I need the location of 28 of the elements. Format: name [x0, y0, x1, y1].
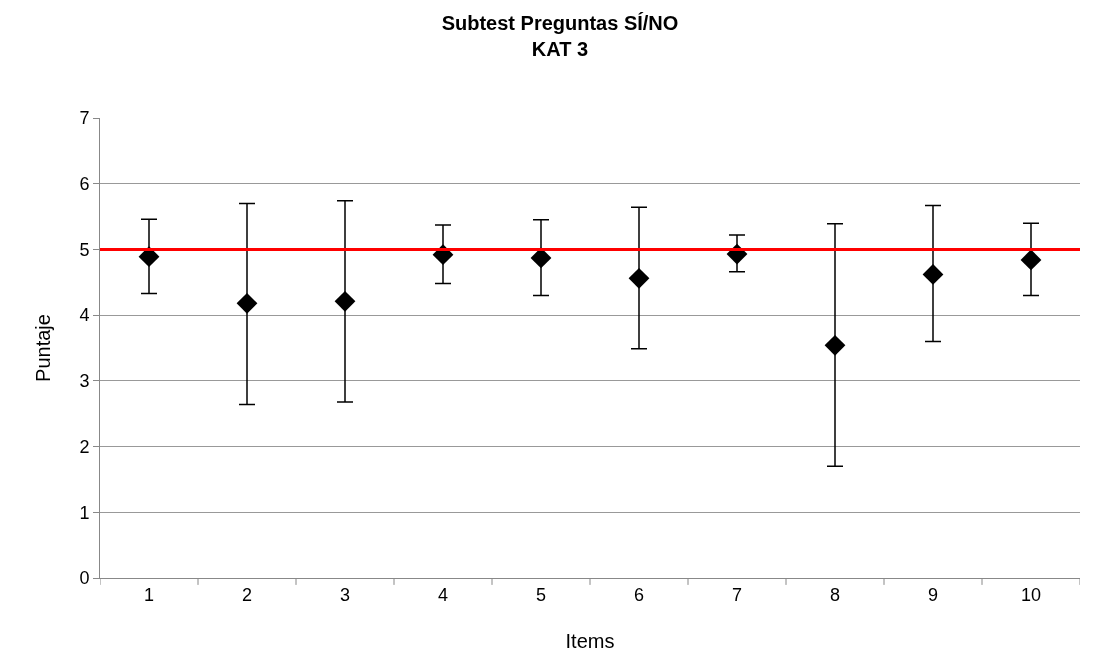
point — [1020, 249, 1042, 271]
point — [334, 290, 356, 312]
point — [138, 246, 160, 268]
x-tick-label: 9 — [927, 584, 939, 605]
x-tick-label: 7 — [731, 584, 743, 605]
x-tick-label: 6 — [633, 584, 645, 605]
y-tick-label: 3 — [79, 371, 90, 392]
point — [824, 334, 846, 356]
point — [236, 292, 258, 314]
x-axis-title: Items — [565, 630, 615, 652]
y-tick-label: 7 — [79, 108, 90, 129]
x-tick-label: 4 — [437, 584, 449, 605]
y-tick-label: 0 — [79, 568, 90, 589]
point — [628, 267, 650, 289]
y-tick-label: 6 — [79, 174, 90, 195]
point — [922, 264, 944, 285]
y-tick-label: 5 — [79, 239, 90, 260]
x-tick-label: 2 — [241, 584, 253, 605]
chart-title: Subtest Preguntas SÍ/NO KAT 3 — [441, 11, 679, 60]
y-tick-label: 1 — [79, 502, 90, 523]
x-tick-label: 10 — [1020, 584, 1042, 605]
x-tick-label: 8 — [829, 584, 841, 605]
y-tick-label: 4 — [79, 305, 90, 326]
x-tick-label: 5 — [535, 584, 547, 605]
y-tick-label: 2 — [79, 436, 90, 457]
x-tick-label: 3 — [339, 584, 351, 605]
y-axis-title: Puntaje — [32, 314, 54, 382]
x-tick-label: 1 — [143, 584, 155, 605]
